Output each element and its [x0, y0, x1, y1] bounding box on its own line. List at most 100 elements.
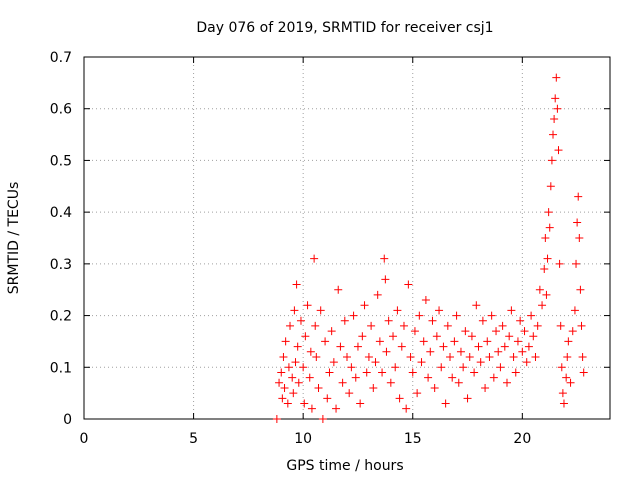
data-point	[292, 280, 301, 289]
data-point	[459, 363, 468, 372]
data-point	[492, 327, 501, 336]
data-point	[513, 337, 522, 346]
data-point	[318, 415, 327, 423]
data-point	[343, 352, 351, 361]
data-point	[540, 265, 549, 274]
data-point	[280, 383, 289, 392]
data-point	[549, 130, 558, 139]
data-point	[547, 156, 556, 165]
data-point	[574, 192, 583, 201]
data-point	[467, 332, 476, 341]
data-point	[522, 358, 531, 367]
data-point	[576, 285, 585, 294]
data-point	[419, 337, 428, 346]
data-point	[430, 383, 439, 392]
data-point	[573, 218, 582, 227]
data-point	[278, 394, 287, 403]
data-point	[441, 399, 450, 408]
data-point	[554, 146, 563, 155]
data-point	[524, 342, 533, 351]
data-point	[310, 254, 319, 263]
data-point	[393, 306, 402, 315]
data-point	[558, 389, 567, 398]
data-point	[364, 352, 373, 361]
data-point	[408, 368, 417, 377]
data-point	[410, 327, 419, 336]
data-point	[381, 275, 390, 284]
data-point	[301, 332, 310, 341]
data-point	[284, 363, 293, 372]
data-point	[369, 383, 378, 392]
data-point	[557, 363, 566, 372]
data-point	[545, 223, 554, 232]
data-point	[494, 347, 503, 356]
x-tick-label: 15	[404, 431, 422, 447]
y-axis-label: SRMTID / TECUs	[6, 182, 22, 295]
y-tick-label: 0.7	[50, 50, 72, 66]
data-point	[461, 327, 470, 336]
data-point	[373, 290, 382, 299]
data-point	[306, 347, 315, 356]
x-tick-label: 20	[513, 431, 531, 447]
data-point	[520, 327, 529, 336]
data-point	[349, 311, 358, 320]
data-point	[312, 352, 321, 361]
data-point	[531, 352, 540, 361]
data-point	[375, 337, 384, 346]
data-point	[439, 342, 448, 351]
data-point	[564, 337, 573, 346]
y-tick-label: 0.3	[50, 257, 72, 273]
data-point	[454, 378, 463, 387]
data-point	[311, 321, 320, 330]
x-ticks: 0 5 10 15 20	[80, 57, 531, 447]
x-tick-label: 0	[80, 431, 89, 447]
data-point	[421, 296, 430, 305]
data-point	[386, 378, 395, 387]
data-point	[535, 285, 544, 294]
data-point	[511, 368, 520, 377]
data-point	[294, 378, 303, 387]
data-point	[356, 399, 365, 408]
data-point	[563, 352, 572, 361]
data-point	[336, 342, 345, 351]
data-point	[472, 301, 481, 310]
data-point	[568, 327, 577, 336]
data-point	[424, 373, 433, 382]
data-point	[518, 347, 527, 356]
data-point	[345, 389, 354, 398]
data-point	[544, 208, 553, 217]
data-point	[358, 332, 367, 341]
data-point	[314, 383, 323, 392]
data-point	[360, 301, 369, 310]
y-tick-label: 0	[63, 412, 72, 428]
data-point	[293, 342, 302, 351]
data-point	[275, 378, 284, 387]
data-point	[541, 234, 550, 242]
data-point	[316, 306, 325, 315]
data-point	[527, 311, 536, 320]
data-point	[334, 285, 343, 294]
data-point	[578, 352, 587, 361]
data-point	[556, 321, 565, 330]
data-point	[406, 352, 415, 361]
data-point	[283, 399, 292, 408]
data-point	[362, 368, 371, 377]
data-point	[505, 332, 514, 341]
data-point	[307, 404, 316, 413]
data-point	[428, 316, 437, 325]
data-point	[395, 394, 404, 403]
data-point	[384, 316, 393, 325]
data-point	[327, 327, 336, 336]
data-point	[487, 311, 496, 320]
data-point	[300, 399, 309, 408]
data-point	[559, 399, 568, 408]
data-point	[498, 321, 507, 330]
data-point	[338, 378, 347, 387]
data-point	[291, 358, 300, 367]
data-point	[450, 337, 459, 346]
data-point	[452, 311, 461, 320]
data-point	[413, 389, 422, 398]
data-point	[509, 352, 518, 361]
data-point	[500, 342, 509, 351]
data-point	[435, 306, 444, 315]
